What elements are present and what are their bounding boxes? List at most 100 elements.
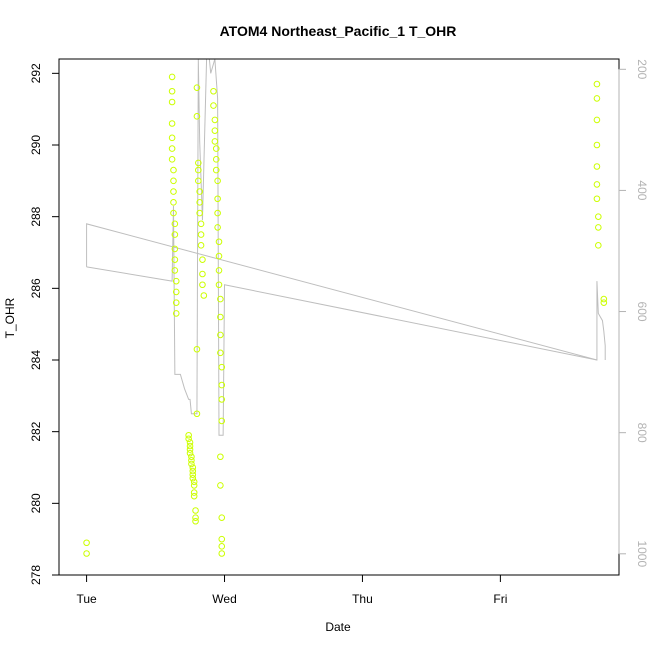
data-point [189, 471, 197, 478]
x-tick-label: Thu [352, 592, 373, 606]
data-point [218, 550, 226, 557]
data-point [193, 345, 201, 353]
data-point [197, 220, 205, 228]
data-point [196, 199, 203, 206]
data-point [199, 270, 206, 278]
data-point [212, 145, 220, 152]
data-point [195, 159, 202, 167]
data-point [172, 277, 180, 285]
data-point [199, 256, 206, 263]
y2-tick-label: 400 [635, 180, 649, 200]
data-point [197, 242, 205, 249]
data-point [190, 478, 198, 486]
data-point [593, 181, 601, 188]
data-point [168, 145, 176, 152]
chart-title: ATOM4 Northeast_Pacific_1 T_OHR [220, 23, 457, 39]
y-tick-label: 284 [29, 350, 43, 370]
x-axis: Tue Wed Thu Fri [76, 574, 507, 606]
data-point [193, 410, 201, 418]
data-point [188, 460, 195, 468]
data-point [199, 281, 206, 289]
y2-tick-label: 600 [635, 302, 649, 322]
data-point [172, 288, 180, 296]
data-point [192, 507, 199, 514]
x-axis-title: Date [325, 620, 351, 634]
data-point [189, 467, 197, 475]
data-point [217, 349, 224, 357]
data-point [83, 550, 90, 557]
data-point [190, 492, 198, 500]
data-point [217, 295, 224, 303]
data-point [600, 295, 608, 303]
data-point [171, 256, 179, 263]
data-point [595, 242, 602, 249]
data-point [172, 310, 180, 317]
data-point [171, 245, 179, 253]
data-point [168, 98, 176, 106]
data-point [168, 87, 176, 95]
y2-tick-label: 200 [635, 59, 649, 79]
data-point [188, 457, 195, 464]
data-point [190, 489, 198, 496]
y-tick-label: 278 [29, 565, 43, 585]
y-axis-title: T_OHR [3, 297, 17, 338]
data-point [214, 195, 221, 203]
data-point [215, 238, 223, 246]
data-point [214, 224, 221, 231]
plot-content [83, 59, 608, 557]
data-point [170, 166, 177, 174]
y2-axis: 200 400 600 800 1000 [618, 59, 649, 567]
data-point [170, 199, 177, 206]
data-point [171, 231, 179, 238]
data-point [211, 116, 219, 124]
y2-tick-label: 800 [635, 423, 649, 443]
data-point [600, 299, 608, 306]
data-point [168, 120, 176, 127]
data-point [186, 442, 194, 450]
data-point [186, 449, 194, 457]
data-point [218, 417, 226, 425]
data-point [210, 87, 217, 95]
data-point [185, 435, 192, 443]
y-tick-label: 280 [29, 493, 43, 513]
y-axis: 278 280 282 284 286 288 290 292 [29, 63, 60, 585]
data-point [212, 156, 220, 163]
profile-line [86, 223, 606, 361]
data-point [211, 127, 219, 134]
data-point [595, 213, 602, 220]
x-tick-label: Fri [493, 592, 507, 606]
data-point [593, 95, 601, 102]
data-point [186, 439, 194, 446]
data-point [193, 84, 201, 91]
data-point [214, 177, 221, 185]
data-point [186, 446, 194, 453]
data-point [593, 163, 601, 170]
data-point [188, 453, 195, 461]
data-point [197, 231, 205, 238]
data-point [195, 166, 202, 174]
data-point [217, 482, 224, 489]
data-point [218, 396, 226, 403]
data-point [171, 267, 179, 274]
data-point [212, 166, 220, 174]
data-point [218, 543, 226, 550]
data-point [218, 514, 226, 521]
data-point [217, 331, 224, 339]
data-point [192, 517, 199, 525]
data-point [215, 267, 223, 274]
data-point [170, 188, 177, 195]
data-point [168, 73, 176, 81]
data-point [170, 177, 177, 185]
y-tick-label: 290 [29, 135, 43, 155]
y2-tick-label: 1000 [635, 540, 649, 567]
data-point [218, 535, 226, 543]
data-point [593, 80, 601, 88]
data-point [195, 177, 202, 185]
data-point [83, 539, 90, 547]
data-point [210, 102, 217, 109]
data-point [217, 453, 224, 461]
data-point [190, 482, 198, 489]
plot-frame [58, 58, 620, 576]
data-point [215, 252, 223, 260]
data-point [185, 431, 192, 439]
